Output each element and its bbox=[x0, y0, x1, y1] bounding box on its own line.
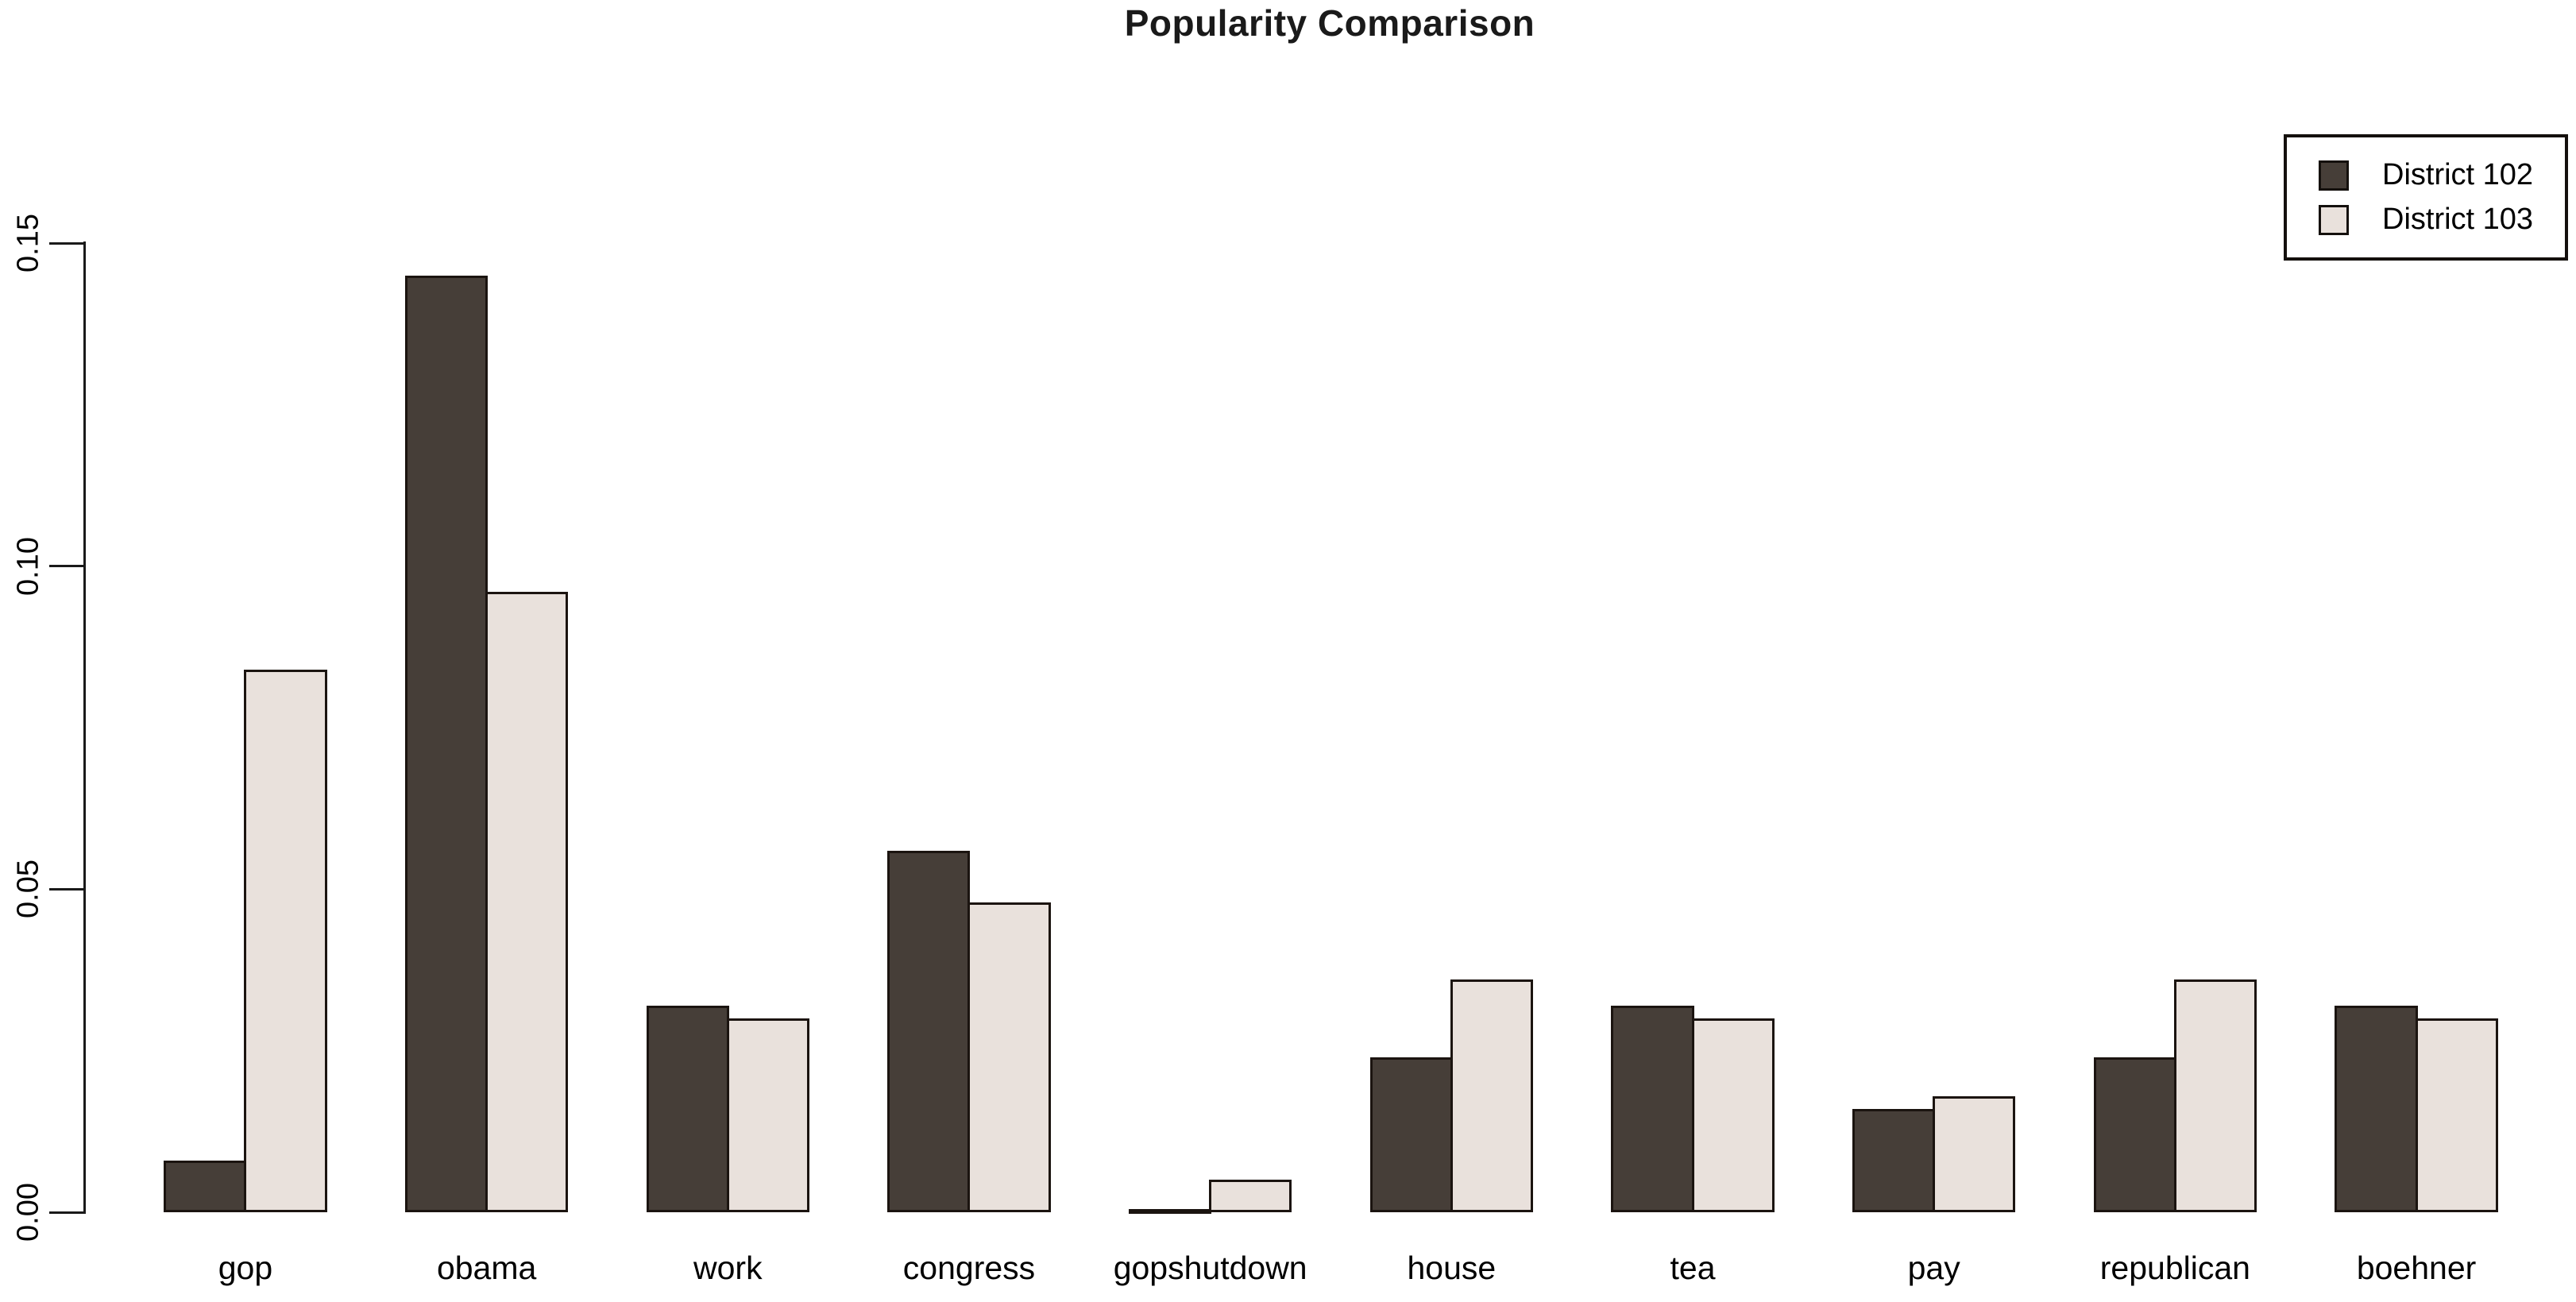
bar-district-103-gopshutdown bbox=[1209, 1180, 1292, 1212]
x-axis-label-congress: congress bbox=[902, 1250, 1036, 1286]
legend-swatch-district-102 bbox=[2319, 160, 2349, 191]
y-tick-label: 0.05 bbox=[11, 860, 45, 919]
bar-district-102-house bbox=[1369, 1057, 1453, 1212]
y-tick-label: 0.15 bbox=[11, 214, 45, 272]
legend: District 102 District 103 bbox=[2284, 134, 2568, 261]
x-axis-label-house: house bbox=[1407, 1250, 1497, 1286]
x-axis-label-gopshutdown: gopshutdown bbox=[1113, 1250, 1307, 1286]
bar-district-102-work bbox=[646, 1005, 729, 1212]
bar-district-102-gop bbox=[164, 1160, 247, 1212]
bar-district-102-congress bbox=[887, 850, 971, 1212]
bar-district-103-congress bbox=[967, 902, 1051, 1212]
bar-district-103-work bbox=[726, 1018, 810, 1212]
legend-item-district-103: District 103 bbox=[2319, 203, 2565, 237]
bar-district-103-gop bbox=[244, 669, 327, 1212]
y-axis-line bbox=[83, 241, 86, 1214]
bar-district-102-boehner bbox=[2335, 1005, 2418, 1212]
y-tick-mark bbox=[49, 1211, 83, 1214]
y-tick-mark bbox=[49, 565, 83, 568]
bar-district-103-obama bbox=[485, 592, 569, 1212]
x-axis-label-obama: obama bbox=[436, 1250, 537, 1286]
bar-district-102-pay bbox=[1852, 1108, 1936, 1212]
x-axis-label-tea: tea bbox=[1670, 1250, 1716, 1286]
chart-title: Popularity Comparison bbox=[1124, 2, 1535, 44]
y-tick-mark bbox=[49, 241, 83, 245]
y-tick-mark bbox=[49, 887, 83, 891]
bar-district-103-pay bbox=[1933, 1095, 2016, 1212]
legend-item-district-102: District 102 bbox=[2319, 158, 2565, 192]
x-axis-label-pay: pay bbox=[1907, 1250, 1960, 1286]
x-axis-label-gop: gop bbox=[218, 1250, 273, 1286]
x-axis-label-work: work bbox=[693, 1250, 763, 1286]
bar-district-103-boehner bbox=[2415, 1018, 2498, 1212]
bar-district-102-republican bbox=[2093, 1057, 2176, 1212]
x-axis-label-boehner: boehner bbox=[2356, 1250, 2477, 1286]
bar-district-102-obama bbox=[404, 275, 489, 1212]
legend-label: District 102 bbox=[2382, 158, 2534, 191]
bar-district-102-gopshutdown bbox=[1128, 1209, 1212, 1214]
y-tick-label: 0.10 bbox=[11, 536, 45, 596]
bar-district-103-house bbox=[1450, 979, 1534, 1212]
legend-label: District 103 bbox=[2382, 203, 2534, 236]
bar-district-103-tea bbox=[1691, 1018, 1775, 1212]
y-tick-label: 0.00 bbox=[11, 1183, 45, 1242]
bar-district-103-republican bbox=[2173, 979, 2257, 1212]
legend-swatch-district-103 bbox=[2319, 204, 2349, 235]
bar-district-102-tea bbox=[1611, 1005, 1694, 1212]
x-axis-label-republican: republican bbox=[2099, 1250, 2250, 1286]
